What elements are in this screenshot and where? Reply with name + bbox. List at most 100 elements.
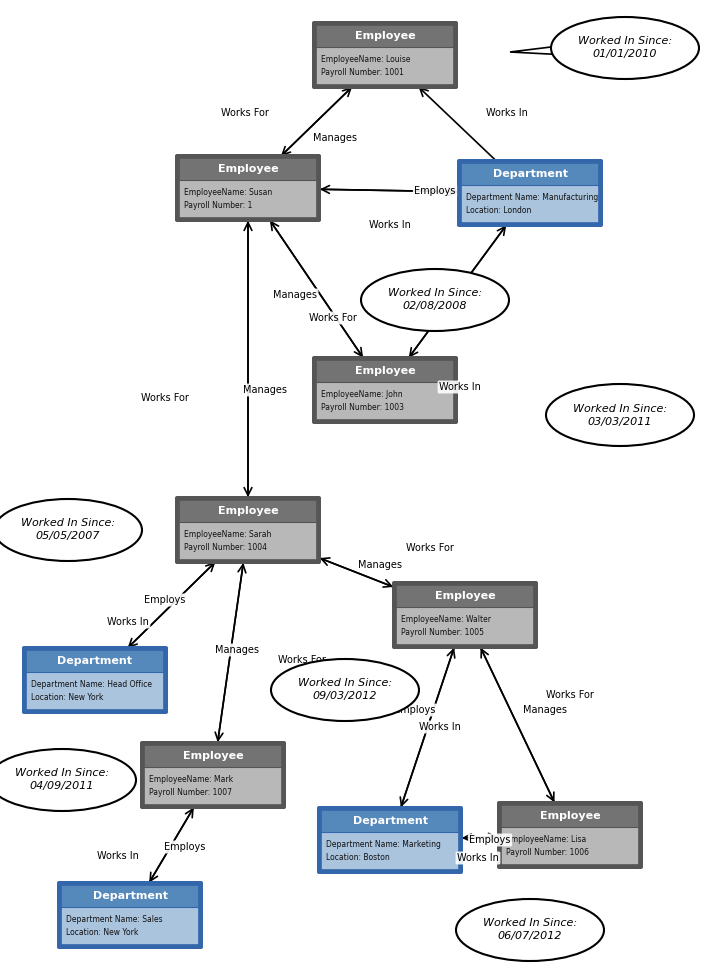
FancyBboxPatch shape <box>317 806 463 874</box>
Text: EmployeeName: Louise: EmployeeName: Louise <box>321 56 410 64</box>
Text: EmployeeName: Lisa: EmployeeName: Lisa <box>506 836 586 844</box>
Text: 01/01/2010: 01/01/2010 <box>593 50 657 59</box>
Bar <box>179 500 317 522</box>
Bar <box>316 382 454 420</box>
Text: Worked In Since:: Worked In Since: <box>298 679 392 688</box>
Ellipse shape <box>0 499 142 561</box>
Text: Payroll Number: 1004: Payroll Number: 1004 <box>184 543 267 552</box>
Text: Department Name: Sales: Department Name: Sales <box>66 916 163 924</box>
Text: 03/03/2011: 03/03/2011 <box>588 416 652 426</box>
Text: Works In: Works In <box>97 851 139 861</box>
Bar <box>501 805 639 865</box>
Ellipse shape <box>546 384 694 446</box>
Text: Works For: Works For <box>546 690 594 700</box>
Polygon shape <box>415 280 442 307</box>
Bar <box>501 805 639 827</box>
Text: EmployeeName: John: EmployeeName: John <box>321 390 402 399</box>
Text: Employee: Employee <box>355 366 415 376</box>
Bar <box>396 585 534 645</box>
Ellipse shape <box>0 749 136 811</box>
Bar <box>61 885 199 945</box>
Bar <box>26 672 164 710</box>
Text: Department: Department <box>58 656 132 666</box>
Text: Manages: Manages <box>523 705 567 715</box>
Bar <box>179 522 317 560</box>
Text: Worked In Since:: Worked In Since: <box>578 36 672 47</box>
Text: Employs: Employs <box>164 842 206 852</box>
Bar <box>26 650 164 710</box>
Bar <box>396 607 534 645</box>
Polygon shape <box>580 400 624 424</box>
Text: Worked In Since:: Worked In Since: <box>21 519 115 528</box>
Text: Works In: Works In <box>107 617 149 627</box>
Text: Department Name: Manufacturing: Department Name: Manufacturing <box>466 193 598 202</box>
Bar <box>316 47 454 85</box>
Text: Location: New York: Location: New York <box>31 693 104 702</box>
Text: Works For: Works For <box>309 313 357 323</box>
Text: EmployeeName: Walter: EmployeeName: Walter <box>401 615 491 624</box>
Text: EmployeeName: Susan: EmployeeName: Susan <box>184 188 272 197</box>
Bar <box>461 163 599 185</box>
Text: EmployeeName: Mark: EmployeeName: Mark <box>149 775 233 784</box>
Text: Employee: Employee <box>183 751 243 761</box>
Ellipse shape <box>361 269 509 331</box>
Text: Payroll Number: 1006: Payroll Number: 1006 <box>506 848 589 857</box>
Text: Payroll Number: 1001: Payroll Number: 1001 <box>321 68 404 77</box>
Text: 09/03/2012: 09/03/2012 <box>312 691 377 701</box>
Text: Employee: Employee <box>355 31 415 41</box>
Text: Manages: Manages <box>273 290 317 300</box>
Ellipse shape <box>551 17 699 79</box>
FancyBboxPatch shape <box>312 356 458 424</box>
FancyBboxPatch shape <box>57 881 203 949</box>
Text: Worked In Since:: Worked In Since: <box>483 918 577 928</box>
Bar <box>316 360 454 420</box>
Text: Department: Department <box>492 169 567 179</box>
Ellipse shape <box>271 659 419 721</box>
Text: Employee: Employee <box>435 591 495 601</box>
Text: Works For: Works For <box>221 108 269 118</box>
Text: Employee: Employee <box>217 506 279 516</box>
Text: Works In: Works In <box>419 722 461 732</box>
Text: Works In: Works In <box>439 382 481 392</box>
Text: Department Name: Head Office: Department Name: Head Office <box>31 681 152 689</box>
Bar <box>144 767 282 805</box>
Text: Works For: Works For <box>141 393 189 403</box>
FancyBboxPatch shape <box>457 159 603 227</box>
Polygon shape <box>520 900 540 930</box>
Text: Payroll Number: 1003: Payroll Number: 1003 <box>321 403 404 411</box>
Text: Manages: Manages <box>243 385 287 395</box>
Ellipse shape <box>456 899 604 961</box>
Text: Payroll Number: 1007: Payroll Number: 1007 <box>149 788 232 797</box>
Bar <box>461 185 599 223</box>
Text: Manages: Manages <box>215 645 259 655</box>
Text: Worked In Since:: Worked In Since: <box>388 289 482 298</box>
Bar <box>321 810 459 832</box>
Text: 06/07/2012: 06/07/2012 <box>498 931 562 942</box>
Bar <box>321 832 459 870</box>
Text: EmployeeName: Sarah: EmployeeName: Sarah <box>184 530 271 539</box>
Text: Department Name: Marketing: Department Name: Marketing <box>326 840 441 849</box>
Bar <box>321 810 459 870</box>
Bar <box>144 745 282 805</box>
FancyBboxPatch shape <box>175 154 321 222</box>
Text: Location: New York: Location: New York <box>66 928 138 937</box>
Polygon shape <box>66 521 120 543</box>
Bar <box>61 885 199 907</box>
FancyBboxPatch shape <box>140 741 286 809</box>
Text: Location: Boston: Location: Boston <box>326 853 390 862</box>
Text: Employs: Employs <box>395 705 436 715</box>
Text: 04/09/2011: 04/09/2011 <box>30 782 94 792</box>
Text: Works For: Works For <box>278 655 326 665</box>
Bar <box>179 158 317 218</box>
Text: Worked In Since:: Worked In Since: <box>15 768 109 778</box>
Text: Manages: Manages <box>358 560 402 570</box>
Text: Payroll Number: 1005: Payroll Number: 1005 <box>401 628 484 637</box>
Bar <box>144 745 282 767</box>
Text: Employs: Employs <box>144 595 186 605</box>
Text: Employs: Employs <box>414 186 456 196</box>
Text: Payroll Number: 1: Payroll Number: 1 <box>184 201 253 210</box>
Text: Location: London: Location: London <box>466 206 531 214</box>
Text: Works In: Works In <box>369 220 411 230</box>
Text: Department: Department <box>353 816 428 826</box>
Text: Worked In Since:: Worked In Since: <box>573 404 667 413</box>
